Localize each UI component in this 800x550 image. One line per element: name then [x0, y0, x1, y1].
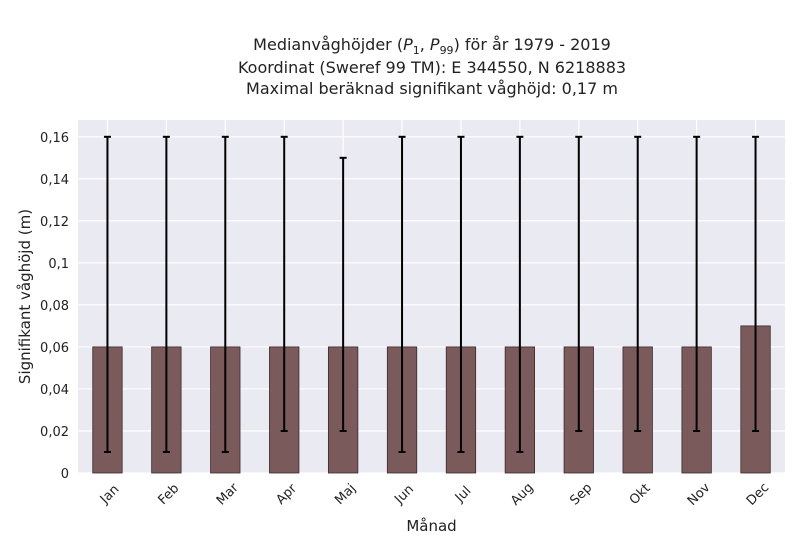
x-tick-label-maj: Maj — [332, 481, 359, 508]
chart-title-line-2: Koordinat (Sweref 99 TM): E 344550, N 62… — [237, 58, 627, 77]
x-tick-label-jun: Jun — [391, 482, 417, 508]
x-tick-label-dec: Dec — [744, 480, 772, 508]
y-tick-label: 0,02 — [40, 425, 69, 440]
y-axis-label: Signifikant våghöjd (m) — [16, 209, 34, 384]
x-tick-label-aug: Aug — [508, 480, 537, 509]
y-tick-label: 0,08 — [40, 299, 69, 314]
x-tick-label-mar: Mar — [214, 480, 242, 508]
y-tick-label: 0,14 — [40, 173, 69, 188]
x-axis-label: Månad — [406, 517, 456, 535]
y-tick-label: 0,16 — [40, 131, 69, 146]
x-tick-label-okt: Okt — [627, 481, 654, 508]
x-tick-label-apr: Apr — [273, 481, 300, 508]
y-tick-label: 0,12 — [40, 215, 69, 230]
chart-title-line-1: Medianvåghöjder (P1, P99) för år 1979 - … — [253, 35, 611, 58]
y-tick-label: 0,06 — [40, 341, 69, 356]
y-tick-label: 0,1 — [48, 257, 69, 272]
y-tick-label: 0,04 — [40, 383, 69, 398]
x-tick-label-feb: Feb — [155, 481, 182, 508]
x-tick-label-jan: Jan — [97, 482, 122, 507]
x-tick-label-sep: Sep — [567, 481, 595, 509]
x-tick-label-nov: Nov — [685, 480, 714, 509]
plot-area — [78, 120, 785, 473]
chart-title-line-3: Maximal beräknad signifikant våghöjd: 0,… — [246, 79, 618, 98]
x-tick-label-jul: Jul — [452, 484, 474, 506]
y-tick-label: 0 — [61, 467, 69, 482]
